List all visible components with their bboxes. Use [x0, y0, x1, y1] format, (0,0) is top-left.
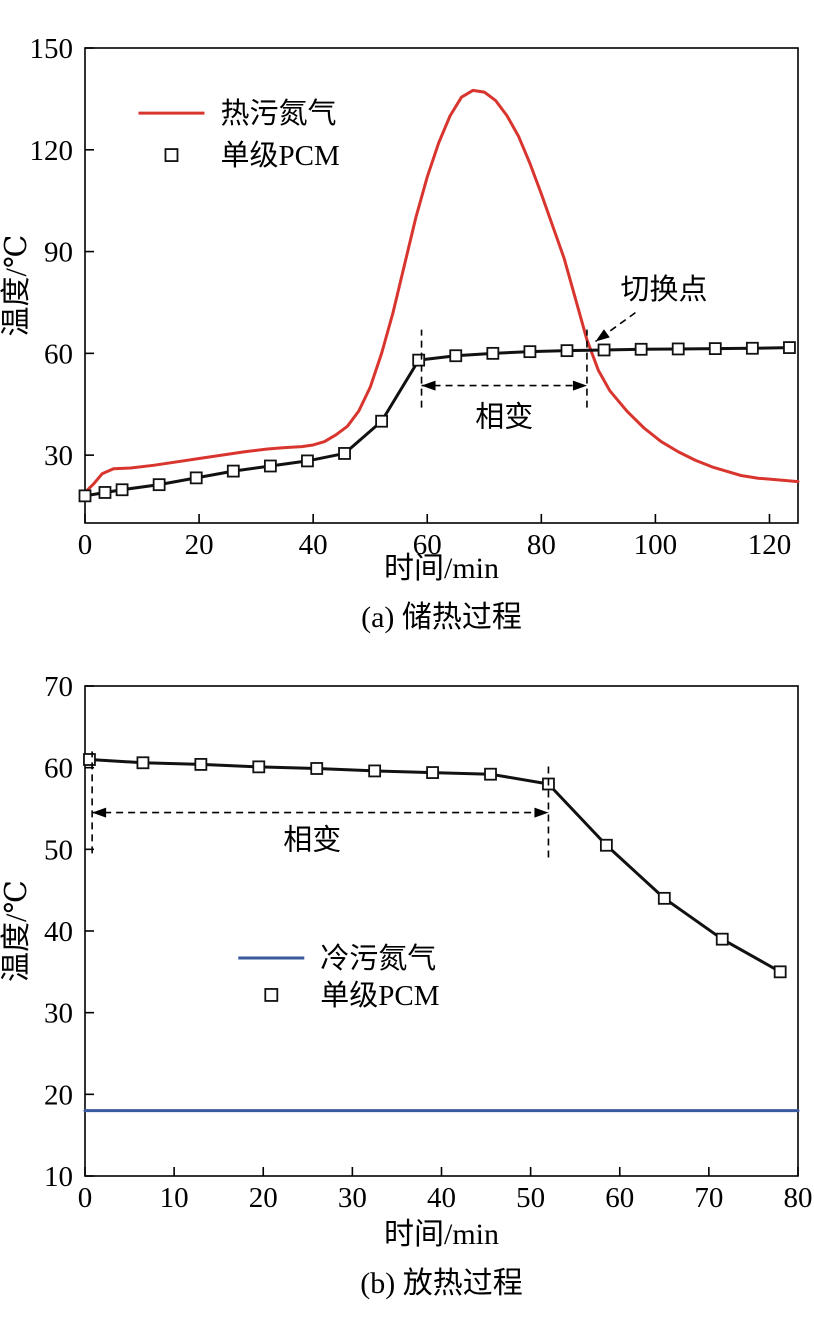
svg-text:20: 20 [249, 1182, 278, 1214]
svg-text:60: 60 [413, 529, 442, 561]
svg-text:温度/℃: 温度/℃ [0, 235, 33, 337]
svg-text:10: 10 [160, 1182, 189, 1214]
svg-text:80: 80 [527, 529, 556, 561]
svg-text:40: 40 [44, 916, 73, 948]
svg-text:120: 120 [748, 529, 792, 561]
svg-text:30: 30 [44, 998, 73, 1030]
svg-text:40: 40 [427, 1182, 456, 1214]
chart-a-canvas: 0 20 40 60 80 100 120 30 60 90 120 150 时间/min 温度/℃ 热污氮… [0, 33, 800, 585]
svg-text:30: 30 [338, 1182, 367, 1214]
svg-text:120: 120 [30, 135, 74, 167]
figure-b: 0 10 20 30 40 50 60 70 80 10 20 30 40 50 60 70 时间/min 温度/… [0, 658, 814, 1302]
caption-a: (a) 储热过程 [361, 601, 522, 634]
figure-a: 0 20 40 60 80 100 120 30 60 90 120 150 时间/min 温度/℃ 热污氮… [0, 8, 814, 636]
svg-text:20: 20 [44, 1079, 73, 1111]
svg-text:20: 20 [185, 529, 214, 561]
caption-b: (b) 放热过程 [360, 1267, 523, 1300]
svg-text:60: 60 [605, 1182, 634, 1214]
svg-text:50: 50 [44, 834, 73, 866]
svg-text:温度/℃: 温度/℃ [0, 880, 33, 982]
svg-text:80: 80 [784, 1182, 813, 1214]
svg-text:相变: 相变 [283, 823, 341, 856]
svg-text:单级PCM: 单级PCM [320, 979, 439, 1012]
svg-text:60: 60 [44, 753, 73, 785]
svg-text:时间/min: 时间/min [384, 552, 499, 585]
svg-text:50: 50 [516, 1182, 545, 1214]
svg-text:30: 30 [44, 440, 73, 472]
svg-text:热污氮气: 热污氮气 [220, 97, 336, 130]
svg-text:0: 0 [78, 1182, 93, 1214]
svg-text:冷污氮气: 冷污氮气 [320, 942, 436, 975]
svg-text:70: 70 [694, 1182, 723, 1214]
svg-text:10: 10 [44, 1161, 73, 1193]
svg-text:0: 0 [78, 529, 93, 561]
chart-b-canvas: 0 10 20 30 40 50 60 70 8010203040506070时间/min温度/… [0, 671, 813, 1251]
svg-text:时间/min: 时间/min [384, 1218, 499, 1251]
svg-text:40: 40 [299, 529, 328, 561]
svg-text:单级PCM: 单级PCM [220, 139, 339, 172]
svg-text:70: 70 [44, 671, 73, 703]
svg-text:150: 150 [30, 33, 74, 65]
svg-text:相变: 相变 [475, 400, 533, 433]
svg-text:90: 90 [44, 237, 73, 269]
svg-text:切换点: 切换点 [620, 273, 707, 306]
svg-text:60: 60 [44, 338, 73, 370]
svg-text:100: 100 [634, 529, 678, 561]
